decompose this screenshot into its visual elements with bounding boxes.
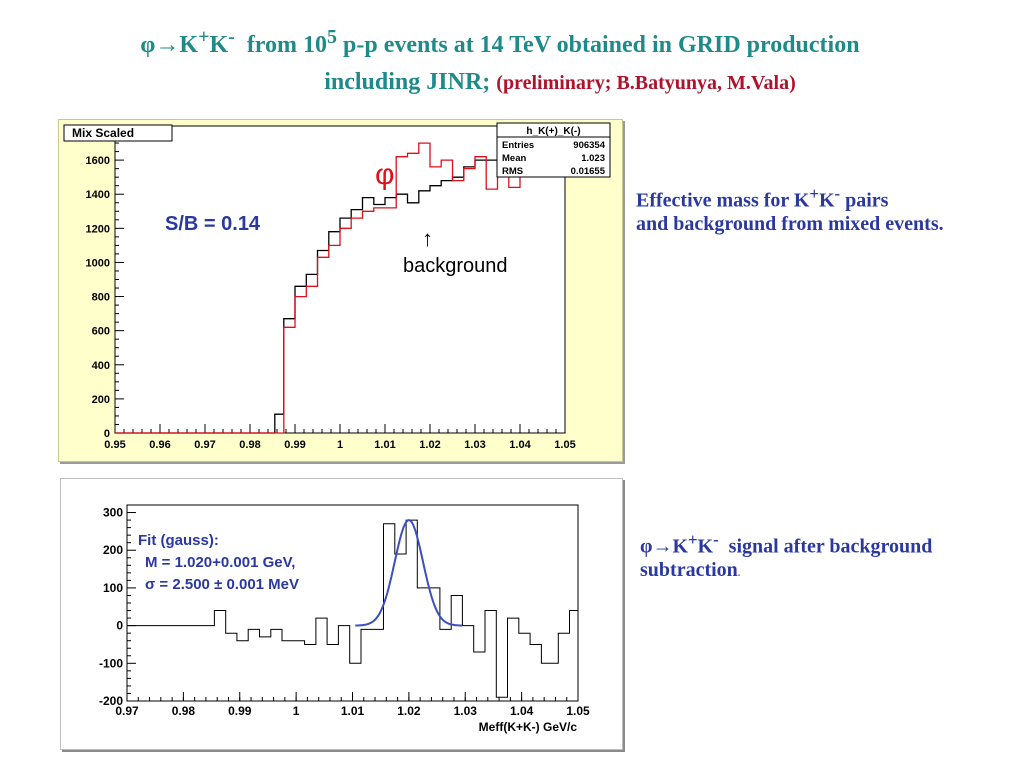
x-tick-label: 1.04 xyxy=(509,439,531,451)
note-text: pairs xyxy=(840,189,889,212)
note-text: K xyxy=(818,189,835,212)
x-axis-label: Meff(K+K-) GeV/c xyxy=(479,720,578,734)
x-tick-label: 1.03 xyxy=(454,704,478,718)
mix-scaled-chart: 0 200 400 600 800 1000 1200 1400 1600 0.95 0.96 0.9… xyxy=(63,122,611,451)
note-text: Effective mass for K xyxy=(636,189,810,212)
sb-ratio-label: S/B = 0.14 xyxy=(165,213,261,235)
stats-label: RMS xyxy=(502,166,523,177)
fit-text-sigma: σ = 2.500 ± 0.001 MeV xyxy=(145,576,299,593)
x-tick-label: 1.04 xyxy=(510,704,534,718)
note-dot: . xyxy=(737,567,741,579)
x-tick-label: 1 xyxy=(293,704,300,718)
subtracted-signal-panel: -200 -100 0 100 200 300 0.97 0.98 0.99 1 1.01 1.02 1… xyxy=(60,478,623,750)
stats-value: 1.023 xyxy=(581,153,605,164)
y-tick-label: 100 xyxy=(103,581,123,595)
slide-title-line1: φ→K+K- from 105 p-p events at 14 TeV obt… xyxy=(0,26,1000,59)
y-tick-label: -200 xyxy=(99,694,123,708)
title-sup: + xyxy=(198,26,210,48)
fit-text-mass: M = 1.020+0.001 GeV, xyxy=(145,554,295,571)
slide-title-line2: including JINR; (preliminary; B.Batyunya… xyxy=(0,69,1024,96)
title-paren: ( xyxy=(496,72,503,94)
stats-name: h_K(+)_K(-) xyxy=(526,126,580,137)
note-sup: + xyxy=(688,530,698,549)
sigma-value: = 2.500 ± 0.001 MeV xyxy=(155,576,299,593)
title-text: p-p events at 14 TeV obtained in GRID pr… xyxy=(337,32,860,58)
y-tick-label: 800 xyxy=(92,292,110,304)
x-tick-label: 1.05 xyxy=(566,704,590,718)
x-tick-label: 0.99 xyxy=(228,704,252,718)
x-tick-label: 1 xyxy=(337,439,343,451)
note-signal: φ→K+K- signal after background subtracti… xyxy=(640,530,932,582)
y-tick-label: 1400 xyxy=(86,189,110,201)
x-tick-label: 0.97 xyxy=(194,439,215,451)
y-tick-label: 600 xyxy=(92,326,110,338)
y-tick-label: 200 xyxy=(92,394,110,406)
note-text: K xyxy=(697,535,714,558)
note-sup: - xyxy=(713,530,719,549)
title-preliminary: preliminary; xyxy=(502,72,617,94)
note-sup: - xyxy=(834,184,841,203)
y-tick-label: 1000 xyxy=(86,257,110,269)
title-phi-kk: φ→K xyxy=(140,32,199,58)
title-paren: ) xyxy=(789,72,796,94)
subtracted-signal-chart: -200 -100 0 100 200 300 0.97 0.98 0.99 1 1.01 1.02 1… xyxy=(99,504,590,734)
plot-frame xyxy=(114,125,566,434)
plot-frame xyxy=(126,504,579,702)
note-effective-mass: Effective mass for K+K- pairs and backgr… xyxy=(636,184,944,236)
note-line: subtraction. xyxy=(640,559,932,582)
note-text: signal after background xyxy=(718,535,933,558)
y-tick-label: 400 xyxy=(92,360,110,372)
fit-text-title: Fit (gauss): xyxy=(138,532,219,549)
stats-box xyxy=(496,122,611,178)
title-k: K xyxy=(209,32,229,58)
stats-value: 906354 xyxy=(573,140,605,151)
y-tick-label: 1200 xyxy=(86,223,110,235)
mix-scaled-panel: 0 200 400 600 800 1000 1200 1400 1600 0.95 0.96 0.9… xyxy=(58,119,623,462)
x-tick-label: 1.03 xyxy=(464,439,485,451)
histogram-title: Mix Scaled xyxy=(72,126,134,140)
title-text: from 10 xyxy=(234,32,328,58)
x-tick-label: 1.02 xyxy=(397,704,421,718)
note-line: Effective mass for K+K- pairs xyxy=(636,184,944,213)
x-tick-label: 1.02 xyxy=(419,439,440,451)
y-tick-label: 300 xyxy=(103,506,123,520)
histogram-title-box xyxy=(63,124,173,142)
note-line: and background from mixed events. xyxy=(636,212,944,235)
x-tick-label: 1.01 xyxy=(341,704,365,718)
x-tick-label: 0.96 xyxy=(149,439,170,451)
note-line: φ→K+K- signal after background xyxy=(640,530,932,559)
gauss-fit-curve xyxy=(355,519,463,627)
stats-label: Entries xyxy=(502,140,534,151)
x-tick-label: 1.05 xyxy=(554,439,575,451)
y-tick-label: 0 xyxy=(104,428,110,440)
y-tick-label: 200 xyxy=(103,543,123,557)
note-text: φ→K xyxy=(640,535,689,558)
y-tick-label: -100 xyxy=(99,656,123,670)
title-text: including JINR; xyxy=(324,69,497,95)
phi-peak-label: φ xyxy=(375,158,394,191)
x-tick-label: 0.99 xyxy=(284,439,305,451)
title-sup: - xyxy=(228,26,235,48)
background-label: background xyxy=(403,255,508,277)
y-tick-label: 1600 xyxy=(86,155,110,167)
stats-value: 0.01655 xyxy=(571,166,606,177)
title-authors: B.Batyunya, M.Vala xyxy=(616,72,790,94)
x-tick-label: 0.98 xyxy=(172,704,196,718)
title-exponent: 5 xyxy=(327,26,338,48)
stats-label: Mean xyxy=(502,153,526,164)
x-tick-label: 0.98 xyxy=(239,439,260,451)
subtracted-histogram xyxy=(127,519,578,698)
sigma-symbol: σ xyxy=(145,576,155,593)
note-sup: + xyxy=(809,184,819,203)
y-tick-label: 0 xyxy=(116,619,123,633)
x-tick-label: 0.97 xyxy=(115,704,139,718)
x-tick-label: 1.01 xyxy=(374,439,395,451)
background-arrow: ↑ xyxy=(422,226,433,251)
note-text: subtraction xyxy=(640,558,738,581)
x-tick-label: 0.95 xyxy=(104,439,125,451)
